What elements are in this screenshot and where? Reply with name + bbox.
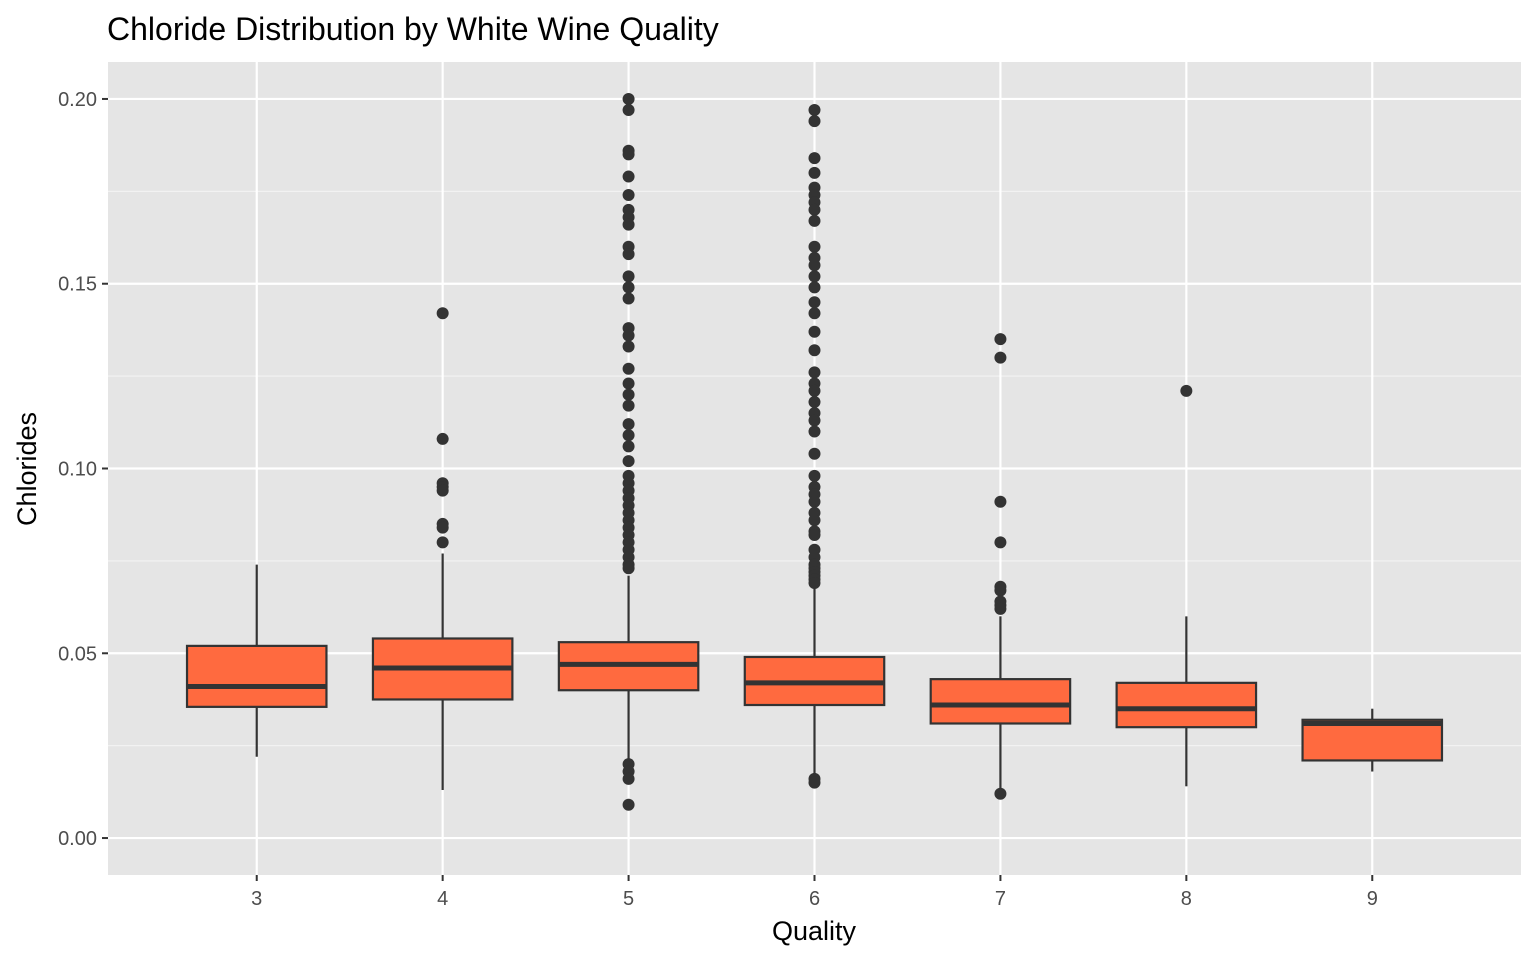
outlier-point xyxy=(994,602,1007,615)
outlier-point xyxy=(1180,384,1193,397)
x-tick-label: 9 xyxy=(1367,888,1378,910)
outlier-point xyxy=(436,307,449,320)
outlier-point xyxy=(622,377,635,390)
chart-title: Chloride Distribution by White Wine Qual… xyxy=(107,11,719,47)
box-quality-6 xyxy=(743,104,886,789)
outlier-point xyxy=(436,521,449,534)
iqr-box xyxy=(1301,718,1444,762)
outlier-point xyxy=(622,418,635,431)
outlier-point xyxy=(808,270,821,283)
y-axis-title: Chlorides xyxy=(12,412,42,526)
outlier-point xyxy=(994,351,1007,364)
outlier-point xyxy=(808,325,821,338)
outlier-point xyxy=(436,536,449,549)
y-tick-label: 0.20 xyxy=(58,89,97,111)
outlier-point xyxy=(622,218,635,231)
y-tick-label: 0.10 xyxy=(58,459,97,481)
outlier-point xyxy=(808,776,821,789)
outlier-point xyxy=(808,577,821,590)
outlier-point xyxy=(994,495,1007,508)
outlier-point xyxy=(808,447,821,460)
iqr-box xyxy=(185,644,328,708)
outlier-point xyxy=(808,414,821,427)
y-axis: 0.00 0.05 0.10 0.15 0.20 xyxy=(58,89,108,850)
outlier-point xyxy=(622,399,635,412)
outlier-point xyxy=(808,425,821,438)
outlier-point xyxy=(622,189,635,202)
outlier-point xyxy=(622,270,635,283)
outlier-point xyxy=(436,432,449,445)
outlier-point xyxy=(622,562,635,575)
box-quality-8 xyxy=(1115,384,1258,787)
outlier-point xyxy=(808,384,821,397)
x-tick-label: 3 xyxy=(251,888,262,910)
x-tick-label: 8 xyxy=(1181,888,1192,910)
y-tick-label: 0.00 xyxy=(58,828,97,850)
y-tick-label: 0.05 xyxy=(58,643,97,665)
outlier-point xyxy=(808,307,821,320)
iqr-box xyxy=(929,678,1072,725)
box-quality-5 xyxy=(557,92,700,811)
outlier-point xyxy=(808,281,821,294)
x-tick-label: 5 xyxy=(623,888,634,910)
outlier-point xyxy=(808,240,821,253)
outlier-point xyxy=(622,329,635,342)
outlier-point xyxy=(808,259,821,272)
x-tick-label: 6 xyxy=(809,888,820,910)
x-axis: 3 4 5 6 7 8 9 xyxy=(251,875,1378,910)
x-tick-label: 4 xyxy=(437,888,448,910)
outlier-point xyxy=(808,104,821,117)
outlier-point xyxy=(622,148,635,161)
box-quality-3 xyxy=(185,564,328,757)
outlier-point xyxy=(994,333,1007,346)
outlier-point xyxy=(622,292,635,305)
outlier-point xyxy=(808,366,821,379)
y-tick-label: 0.15 xyxy=(58,274,97,296)
outlier-point xyxy=(622,248,635,261)
iqr-box xyxy=(1115,681,1258,729)
x-axis-title: Quality xyxy=(772,916,857,946)
outlier-point xyxy=(622,440,635,453)
outlier-point xyxy=(622,798,635,811)
outlier-point xyxy=(622,772,635,785)
boxes-layer xyxy=(185,92,1444,811)
outlier-point xyxy=(622,104,635,117)
outlier-point xyxy=(808,395,821,408)
outlier-point xyxy=(622,340,635,353)
outlier-point xyxy=(808,514,821,527)
box-quality-9 xyxy=(1301,708,1444,772)
outlier-point xyxy=(808,344,821,357)
outlier-point xyxy=(808,495,821,508)
outlier-point xyxy=(808,166,821,179)
outlier-point xyxy=(808,214,821,227)
outlier-point xyxy=(622,92,635,105)
outlier-point xyxy=(994,787,1007,800)
outlier-point xyxy=(622,429,635,442)
outlier-point xyxy=(622,455,635,468)
outlier-point xyxy=(622,362,635,375)
outlier-point xyxy=(622,388,635,401)
box-quality-4 xyxy=(371,307,514,791)
outlier-point xyxy=(622,170,635,183)
outlier-point xyxy=(808,203,821,216)
outlier-point xyxy=(622,281,635,294)
outlier-point xyxy=(808,152,821,165)
outlier-point xyxy=(994,536,1007,549)
outlier-point xyxy=(436,484,449,497)
outlier-point xyxy=(808,296,821,309)
outlier-point xyxy=(808,529,821,542)
outlier-point xyxy=(808,469,821,482)
outlier-point xyxy=(808,115,821,128)
box-quality-7 xyxy=(929,333,1072,800)
outlier-point xyxy=(994,584,1007,597)
x-tick-label: 7 xyxy=(995,888,1006,910)
